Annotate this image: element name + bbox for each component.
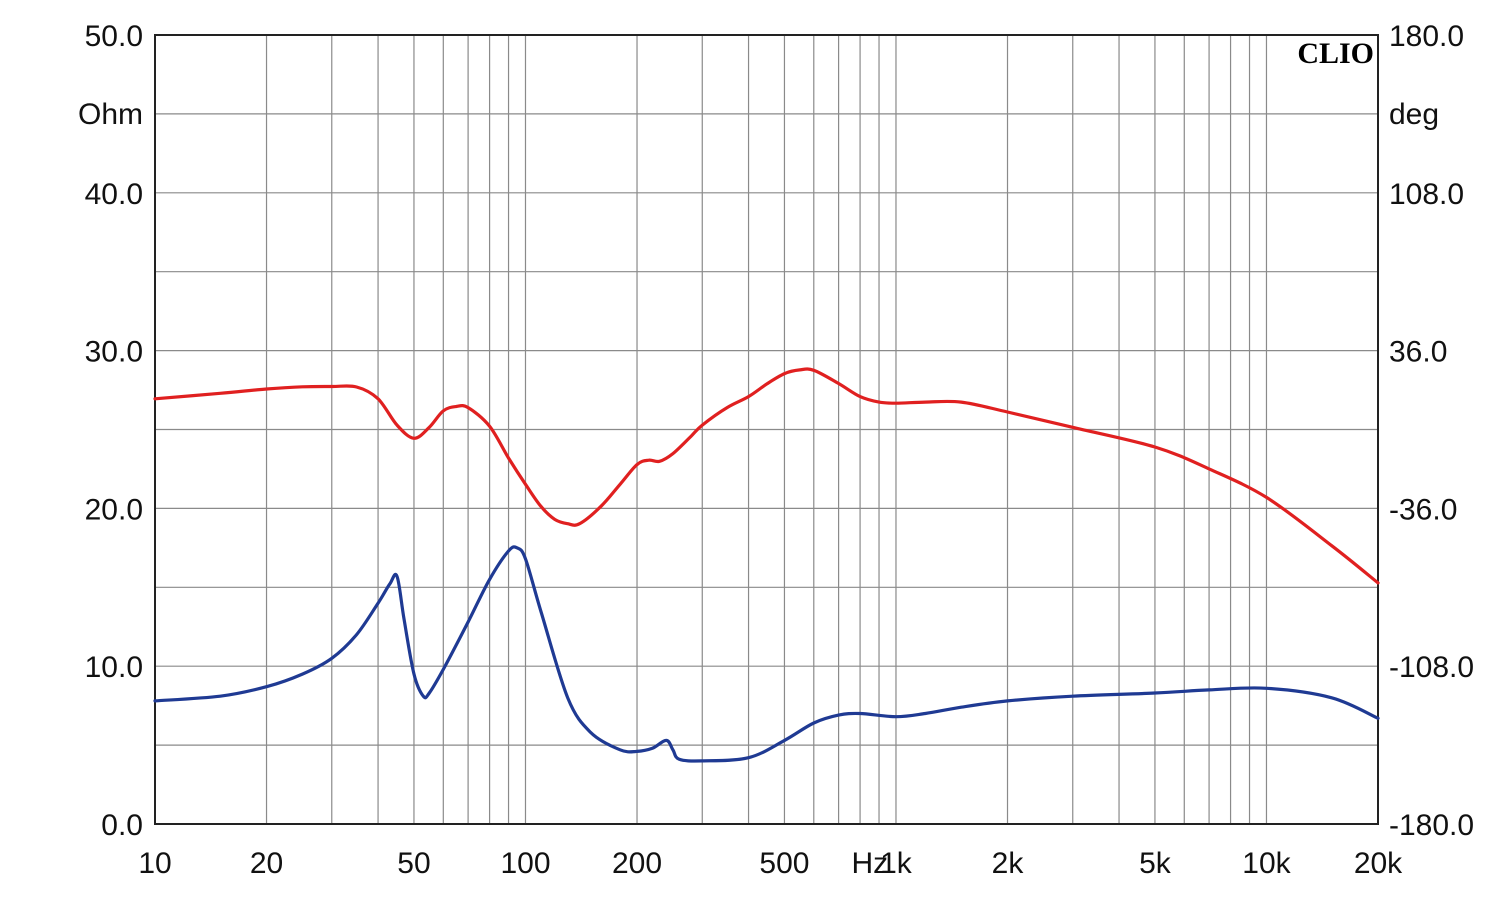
x-tick-label: 10 — [138, 847, 171, 880]
y-right-tick-label: 36.0 — [1389, 336, 1447, 369]
y-left-tick-label: 10.0 — [85, 651, 143, 684]
x-tick-label: 20 — [250, 847, 283, 880]
y-right-unit-label: deg — [1389, 98, 1439, 131]
y-right-tick-label: 108.0 — [1389, 178, 1464, 211]
x-tick-label: 50 — [397, 847, 430, 880]
y-right-tick-label: 180.0 — [1389, 20, 1464, 53]
y-left-tick-label: 30.0 — [85, 336, 143, 369]
y-left-tick-label: 40.0 — [85, 178, 143, 211]
series-layer — [153, 367, 1380, 763]
y-left-tick-label: 50.0 — [85, 20, 143, 53]
impedance-curve-line — [153, 545, 1380, 763]
x-tick-label: 5k — [1139, 847, 1172, 880]
x-tick-label: 1k — [880, 847, 913, 880]
y-right-tick-label: -108.0 — [1389, 651, 1474, 684]
x-tick-label: 100 — [500, 847, 550, 880]
x-tick-label: 10k — [1242, 847, 1291, 880]
y-right-tick-label: -36.0 — [1389, 493, 1457, 526]
x-tick-label: 2k — [992, 847, 1025, 880]
plot-frame — [154, 34, 1379, 825]
y-left-tick-label: 0.0 — [101, 809, 143, 842]
y-left-tick-label: 20.0 — [85, 493, 143, 526]
x-tick-label: 500 — [759, 847, 809, 880]
y-right-tick-label: -180.0 — [1389, 809, 1474, 842]
clio-brand-logo: CLIO — [1297, 37, 1374, 70]
phase-curve-line — [153, 367, 1380, 585]
y-left-unit-label: Ohm — [78, 98, 143, 131]
x-tick-label: 20k — [1354, 847, 1403, 880]
x-tick-label: Hz — [851, 847, 888, 880]
x-tick-label: 200 — [612, 847, 662, 880]
